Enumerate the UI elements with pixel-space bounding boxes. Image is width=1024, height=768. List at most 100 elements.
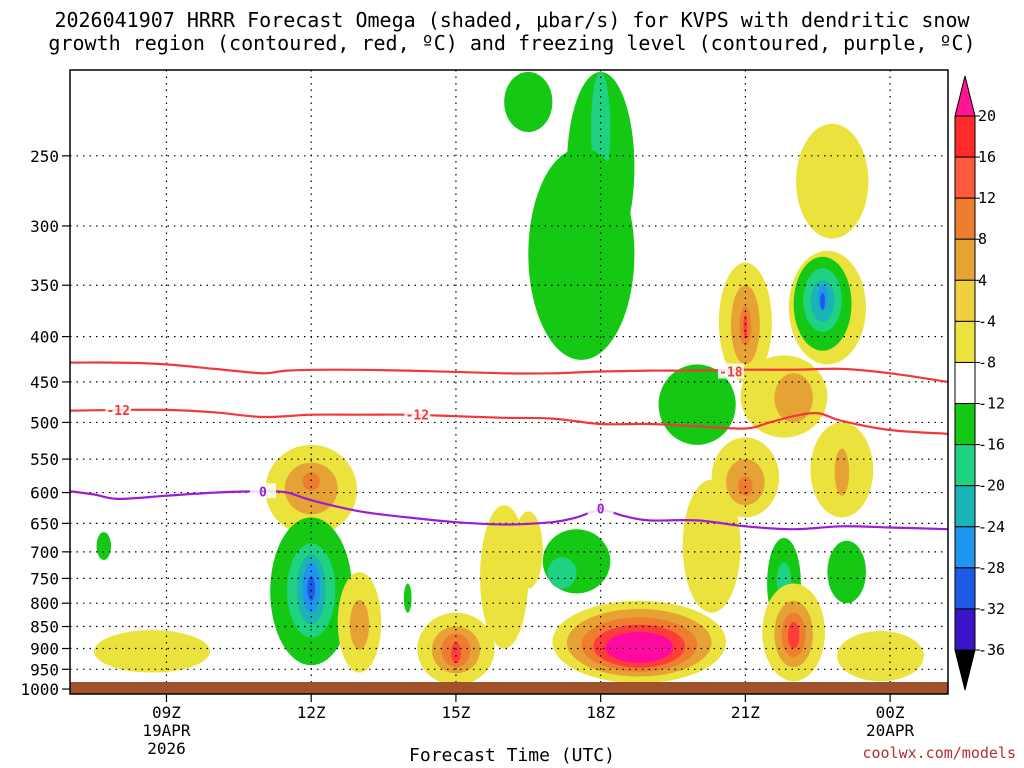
y-tick-label-600: 600: [30, 484, 59, 503]
y-tick-label-450: 450: [30, 373, 59, 392]
chart-title-line1: 2026041907 HRRR Forecast Omega (shaded, …: [54, 8, 970, 32]
colorbar-segment--24: [954, 526, 976, 569]
omega-cell-18: [513, 511, 543, 589]
y-tick-label-300: 300: [30, 217, 59, 236]
contour-label--12-1: -12: [406, 409, 429, 424]
colorbar-label--20: -20: [978, 477, 1005, 495]
contour-label--12-0: -12: [106, 404, 129, 419]
colorbar-bottom-arrow: [954, 649, 976, 691]
x-tick-label-09Z: 09Z: [152, 703, 181, 722]
omega-cell-55: [528, 148, 635, 360]
omega-cell-52: [796, 123, 869, 239]
colorbar-segment-4: [954, 279, 976, 322]
x-tick-label-00Z: 00Z: [876, 703, 905, 722]
y-tick-label-550: 550: [30, 450, 59, 469]
colorbar-label-16: 16: [978, 148, 996, 166]
omega-cell-16: [451, 642, 461, 664]
contour-label-0-1: 0: [597, 502, 605, 517]
colorbar-segment-12: [954, 197, 976, 240]
omega-cell-50: [827, 540, 866, 604]
x-tick-label-19APR: 19APR: [142, 721, 191, 740]
y-tick-label-750: 750: [30, 569, 59, 588]
colorbar-segment--12: [954, 403, 976, 446]
y-tick-label-400: 400: [30, 328, 59, 347]
ground-surface: [70, 682, 948, 694]
omega-cell-26: [682, 479, 741, 613]
omega-cell-29: [738, 476, 753, 496]
omega-cell-0: [96, 532, 112, 561]
x-tick-label-12Z: 12Z: [297, 703, 326, 722]
x-tick-label-2026: 2026: [147, 739, 186, 758]
omega-cell-4: [302, 472, 320, 491]
omega-cell-33: [743, 314, 748, 339]
omega-cell-41: [787, 621, 800, 649]
colorbar-segment--16: [954, 444, 976, 487]
omega-cell-49: [834, 448, 850, 496]
contour-label-0-0: 0: [259, 485, 267, 500]
colorbar-label-8: 8: [978, 230, 987, 248]
omega-cell-47: [820, 292, 825, 310]
colorbar-label--24: -24: [978, 518, 1005, 536]
contour-line--18: [70, 361, 948, 383]
x-tick-label-21Z: 21Z: [731, 703, 760, 722]
omega-cell-51: [837, 631, 924, 682]
colorbar-label--32: -32: [978, 600, 1005, 618]
omega-cell-20: [547, 557, 577, 589]
omega-cell-1: [94, 630, 210, 673]
colorbar-segment-8: [954, 238, 976, 281]
colorbar-segment--8: [954, 361, 976, 405]
temperature-contours: -18 -12 -12 0 0: [70, 361, 948, 531]
colorbar-label--36: -36: [978, 641, 1005, 659]
colorbar-segment--28: [954, 567, 976, 610]
gridlines: [70, 70, 948, 694]
contour-line--12: [70, 408, 948, 435]
y-tick-label-800: 800: [30, 594, 59, 613]
colorbar-label-12: 12: [978, 189, 996, 207]
omega-shading: [94, 71, 924, 686]
colorbar-label--12: -12: [978, 395, 1005, 413]
y-axis-ticks: 250 300 350 400 450 500 550 600 650 700 750 800 850 9…: [20, 147, 70, 699]
omega-cell-12: [403, 583, 412, 613]
omega-cell-35: [774, 373, 813, 423]
y-tick-label-850: 850: [30, 618, 59, 637]
y-tick-label-950: 950: [30, 660, 59, 679]
y-tick-label-350: 350: [30, 276, 59, 295]
chart-title-line2: growth region (contoured, red, ºC) and f…: [48, 31, 976, 55]
y-tick-label-500: 500: [30, 413, 59, 432]
colorbar-segment--20: [954, 485, 976, 528]
colorbar-segment-16: [954, 156, 976, 199]
contour-label-bg-0-0: [249, 483, 276, 499]
colorbar: 20 16 12 8 4 -4 -8 -12 -16 -20 -24 -28 -32 -36: [954, 75, 1005, 691]
contour-label-bg--12-0: [105, 401, 132, 417]
colorbar-segment-20: [954, 115, 976, 158]
colorbar-top-arrow: [954, 75, 976, 117]
x-tick-label-18Z: 18Z: [586, 703, 615, 722]
x-axis-label: Forecast Time (UTC): [409, 745, 615, 766]
y-tick-label-700: 700: [30, 543, 59, 562]
omega-cell-9: [307, 575, 316, 601]
colorbar-segment--32: [954, 608, 976, 651]
colorbar-label--8: -8: [978, 353, 996, 371]
contour-label--18-0: -18: [719, 366, 743, 381]
colorbar-label--16: -16: [978, 436, 1005, 454]
y-tick-label-250: 250: [30, 147, 59, 166]
y-tick-label-1000: 1000: [20, 680, 59, 699]
x-tick-label-15Z: 15Z: [441, 703, 470, 722]
ground-band: [70, 682, 948, 694]
colorbar-label-20: 20: [978, 107, 996, 125]
y-tick-label-900: 900: [30, 640, 59, 659]
omega-cell-57: [504, 71, 553, 133]
contour-label-bg--12-1: [404, 406, 431, 422]
y-tick-label-650: 650: [30, 514, 59, 533]
credit-link[interactable]: coolwx.com/models: [862, 744, 1016, 762]
omega-cell-25: [605, 631, 674, 663]
contour-label-bg--18-0: [717, 363, 744, 379]
colorbar-label--28: -28: [978, 559, 1005, 577]
contour-line-0: [70, 490, 948, 531]
omega-cell-11: [349, 599, 370, 650]
colorbar-label--4: -4: [978, 312, 996, 330]
contour-label-bg-0-1: [587, 500, 614, 516]
colorbar-segment--4: [954, 320, 976, 363]
